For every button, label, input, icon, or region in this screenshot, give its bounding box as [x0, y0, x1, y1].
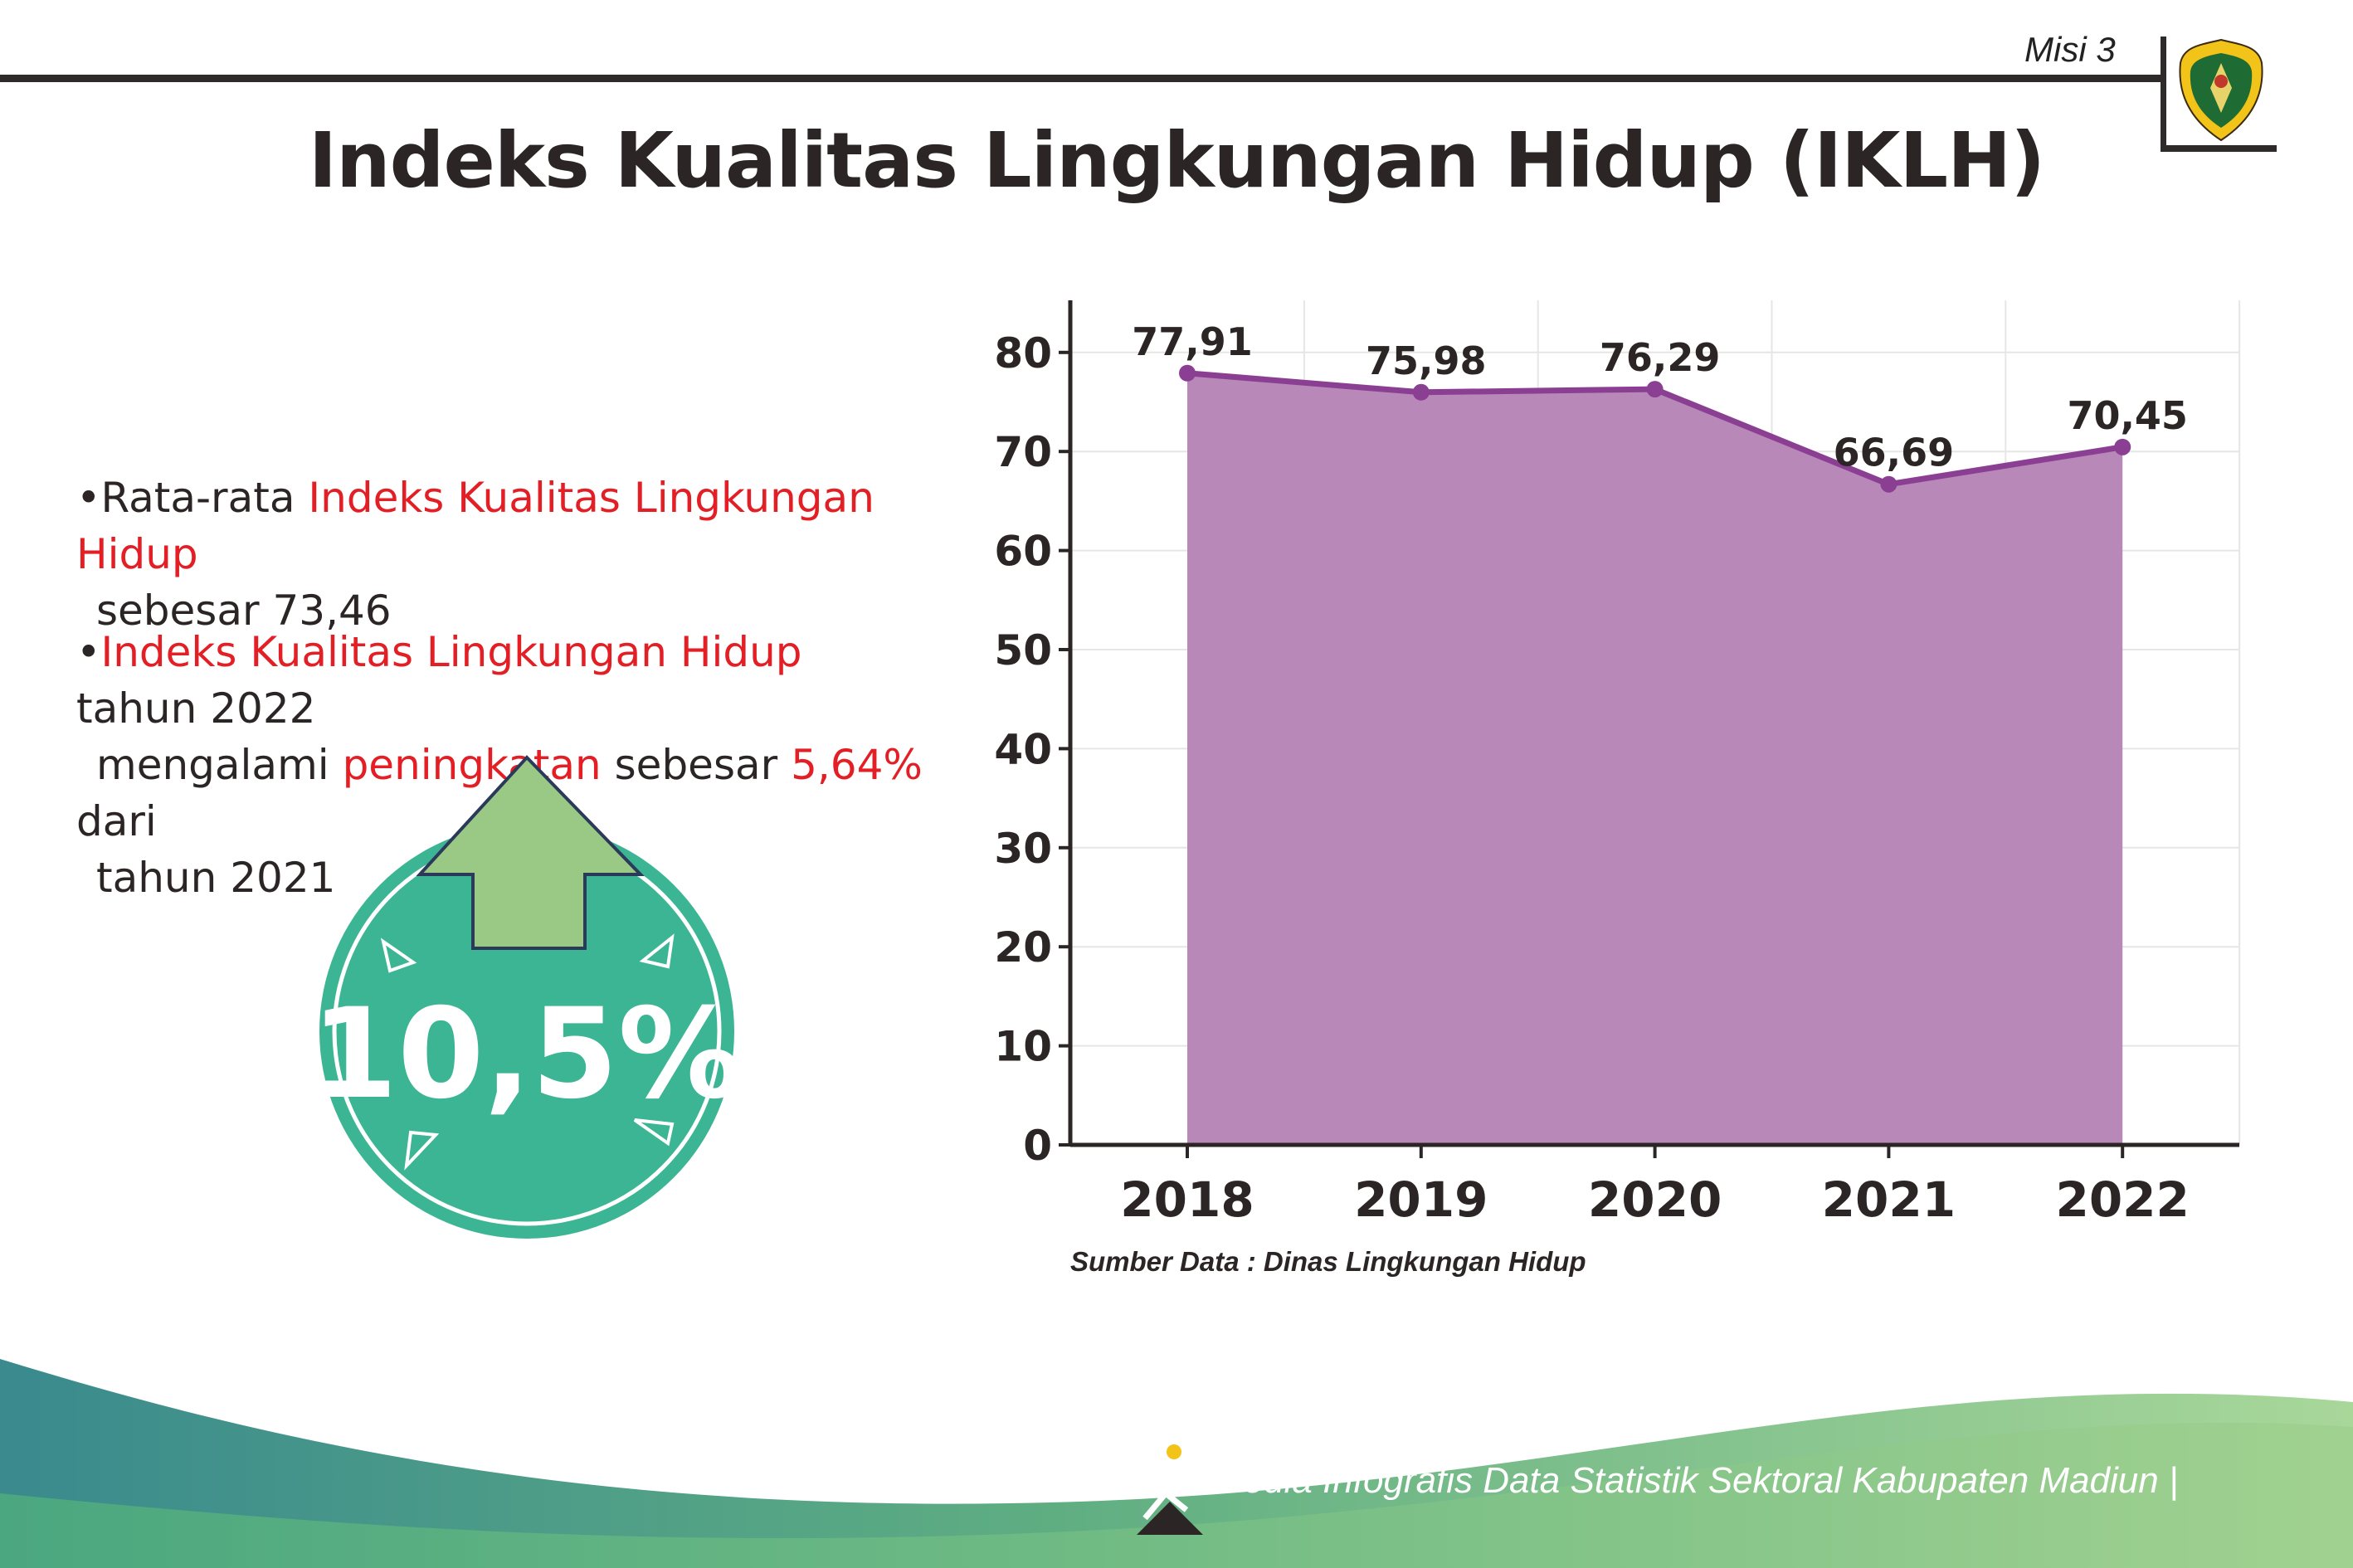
y-tick-label: 10: [994, 1023, 1052, 1071]
bullet-highlight: Indeks Kualitas Lingkungan Hidup: [100, 628, 802, 676]
bullet-average: •Rata-rata Indeks Kualitas Lingkungan Hi…: [76, 470, 931, 639]
data-point: [1412, 383, 1430, 401]
y-tick-label: 70: [994, 428, 1052, 476]
bullet-highlight: peningkatan: [342, 741, 602, 789]
bullet-text: dari: [76, 797, 157, 845]
data-point: [1646, 381, 1664, 398]
runner-logo-icon: [1137, 1444, 1203, 1535]
sparkle-icon: [380, 937, 417, 973]
footer-text: Media Infografis Data Statistik Sektoral…: [1213, 1460, 2179, 1501]
data-point: [1179, 364, 1196, 382]
y-tick-label: 30: [994, 825, 1052, 873]
x-tick-label: 2018: [1120, 1171, 1254, 1228]
footer-wave: [0, 1359, 2353, 1568]
sparkle-icon: [404, 1130, 440, 1171]
y-tick-label: 80: [994, 329, 1052, 377]
bullet-highlight: 5,64%: [791, 741, 923, 789]
x-tick-label: 2020: [1588, 1171, 1722, 1228]
page-title: Indeks Kualitas Lingkungan Hidup (IKLH): [308, 116, 2045, 205]
data-point: [2114, 438, 2131, 455]
data-label: 70,45: [2067, 393, 2188, 438]
sparkle-icon: [633, 1118, 675, 1147]
x-tick-label: 2019: [1354, 1171, 1488, 1228]
y-tick-label: 40: [994, 725, 1052, 773]
data-label: 77,91: [1132, 319, 1253, 364]
x-tick-label: 2021: [1822, 1171, 1956, 1228]
bracket-divider: [2161, 145, 2277, 152]
y-tick-label: 60: [994, 528, 1052, 576]
kabupaten-madiun-logo: [2179, 38, 2263, 142]
bullet-text: tahun 2022: [76, 684, 316, 733]
data-point: [1880, 475, 1898, 493]
header-rule: [0, 75, 2162, 82]
bullet-text: sebesar 73,46: [96, 587, 392, 635]
badge-value: 10,5%: [311, 982, 743, 1127]
y-tick-label: 50: [994, 626, 1052, 674]
sparkle-icon: [639, 933, 675, 969]
data-label: 66,69: [1834, 431, 1955, 475]
y-tick-label: 20: [994, 923, 1052, 971]
mission-label: Misi 3: [2024, 30, 2116, 69]
bullet-text: tahun 2021: [96, 854, 336, 902]
y-tick-label: 0: [1023, 1122, 1052, 1170]
bullet-text: •Rata-rata: [76, 474, 309, 522]
data-label: 76,29: [1600, 335, 1721, 380]
bullet-highlight: Indeks Kualitas Lingkungan Hidup: [76, 474, 874, 578]
data-label: 75,98: [1366, 338, 1487, 383]
bullet-text: •: [76, 628, 101, 676]
bullet-increase: •Indeks Kualitas Lingkungan Hidup tahun …: [76, 624, 931, 906]
bracket-divider: [2161, 37, 2166, 151]
x-tick-label: 2022: [2055, 1171, 2189, 1228]
arrow-up-icon: [416, 755, 645, 950]
bullet-text: mengalami: [96, 741, 343, 789]
bullet-text: sebesar: [601, 741, 792, 789]
data-source: Sumber Data : Dinas Lingkungan Hidup: [1070, 1246, 1586, 1277]
area-fill: [1187, 373, 2123, 1145]
